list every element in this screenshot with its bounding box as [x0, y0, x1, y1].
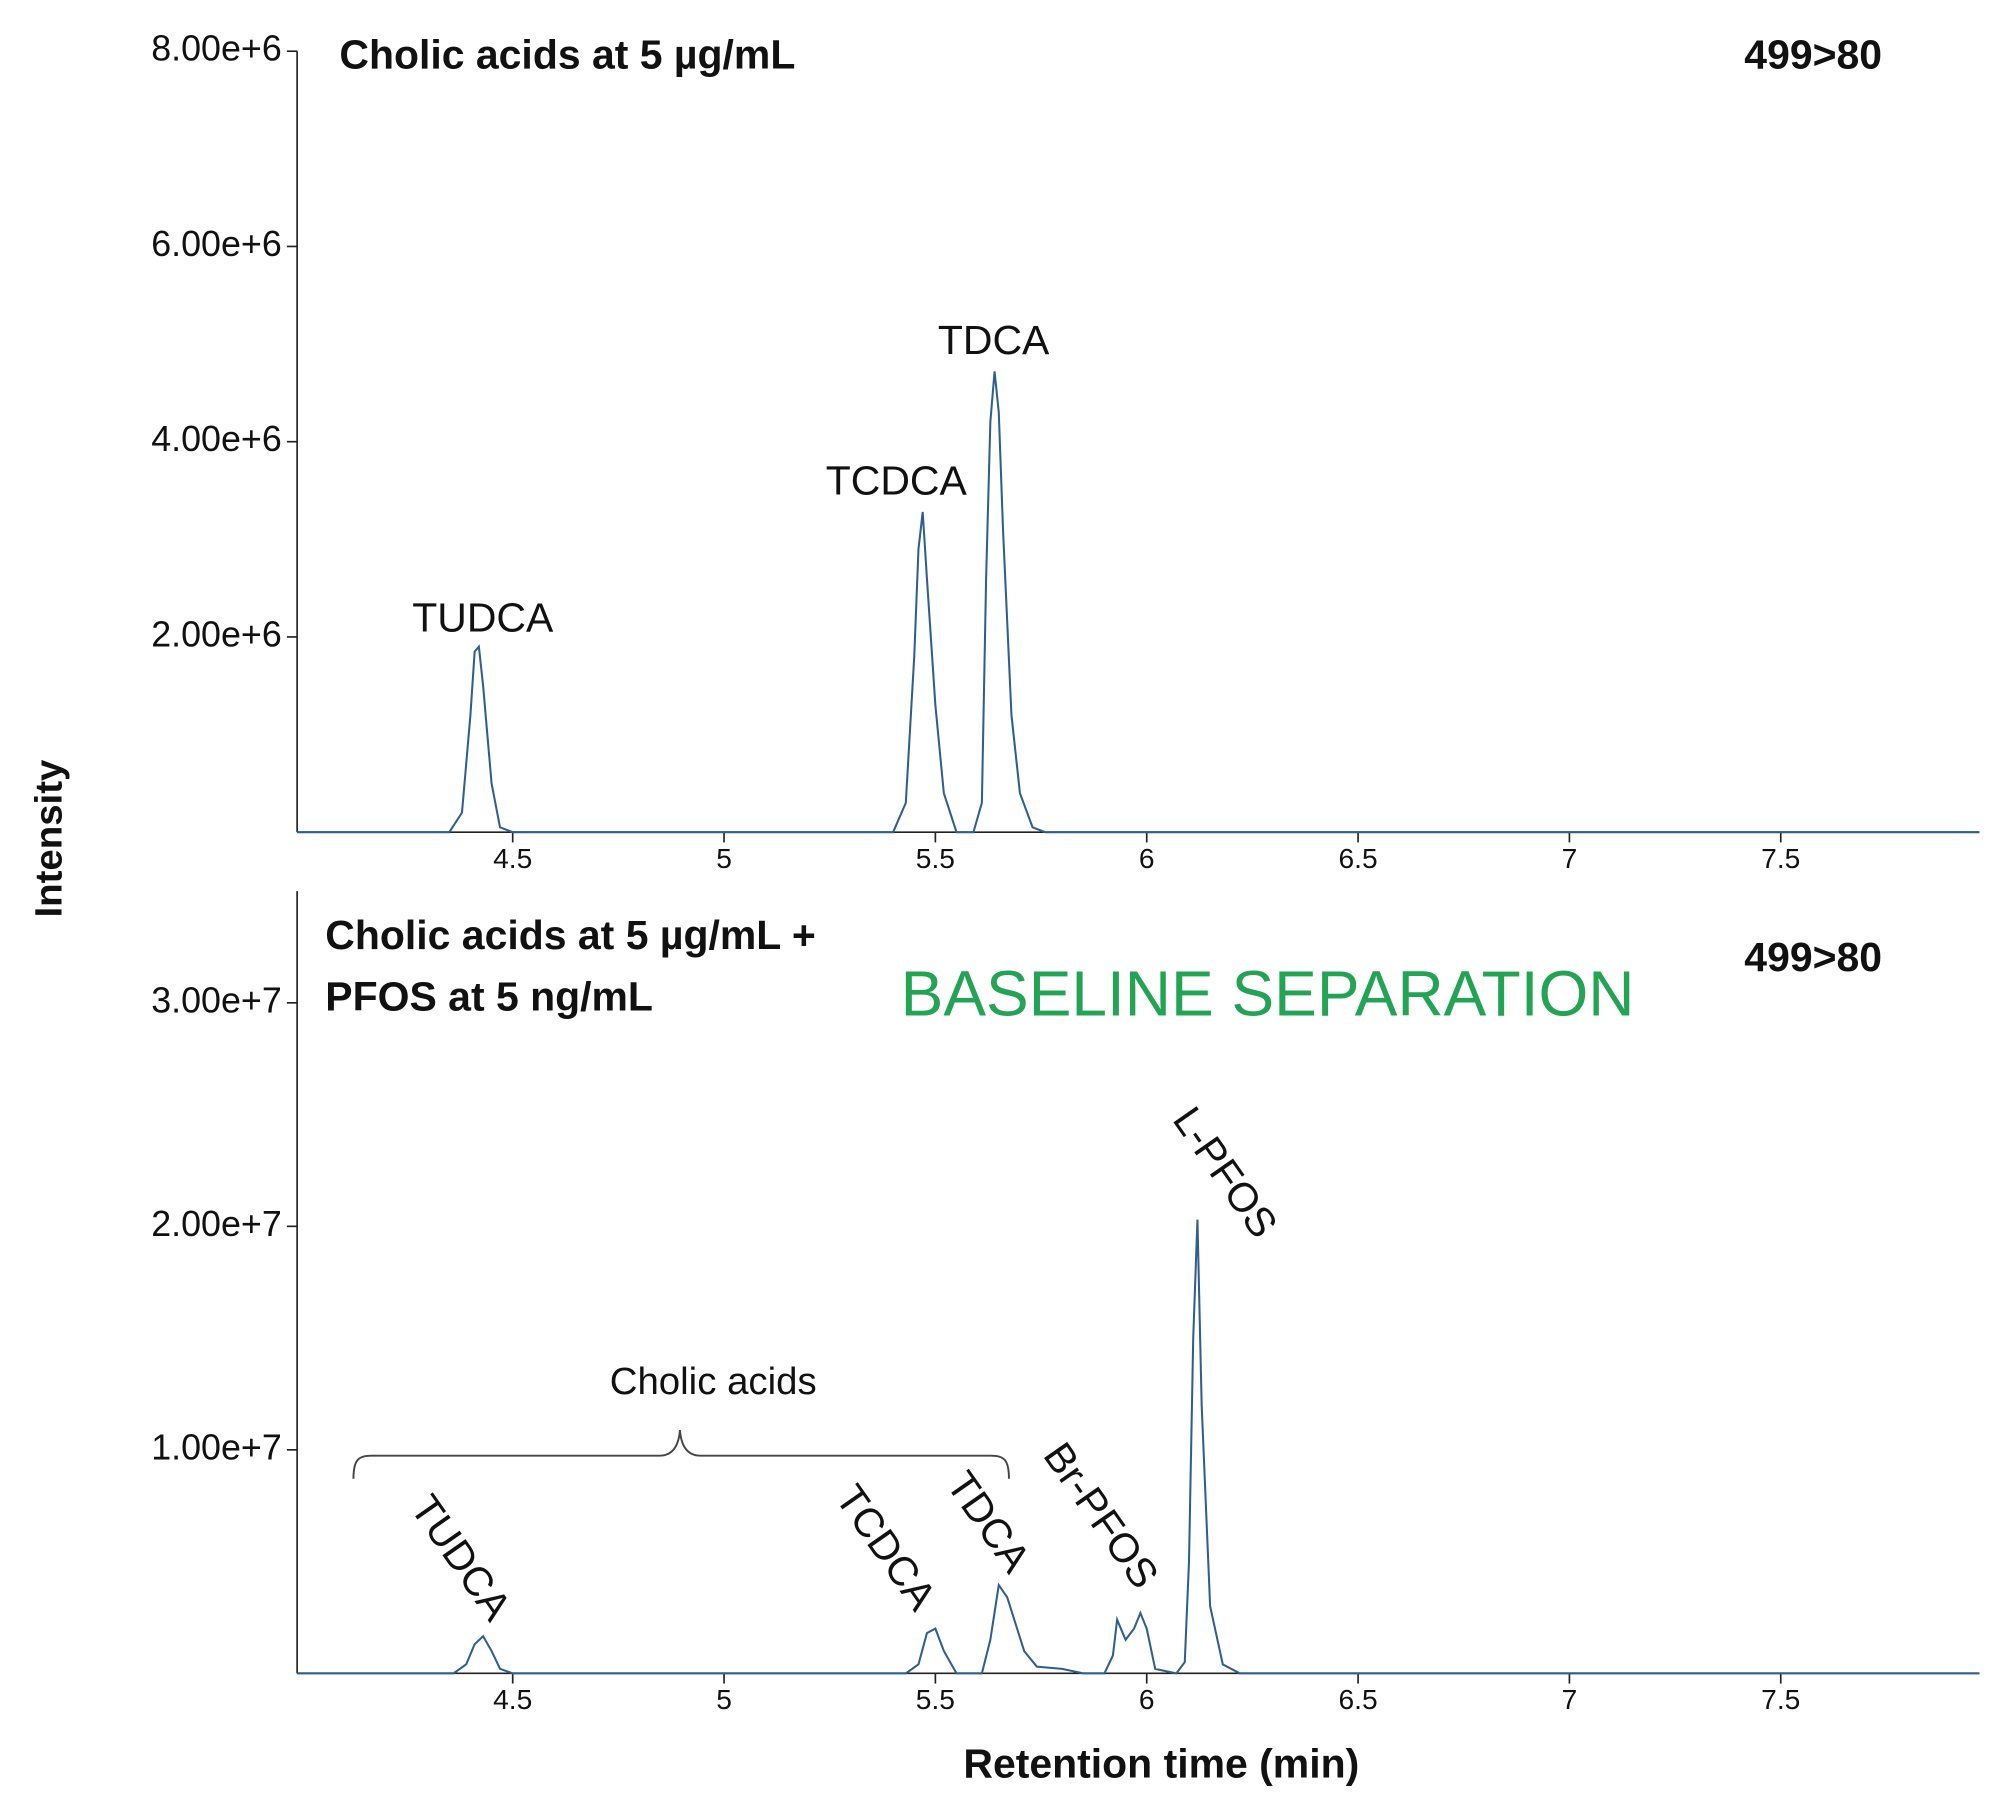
x-tick-label: 6 — [1139, 843, 1155, 874]
chromatogram-line — [297, 1219, 1980, 1675]
group-label: Cholic acids — [610, 1360, 817, 1403]
group-brace — [352, 1430, 1010, 1479]
peak-label: Br-PFOS — [1035, 1434, 1168, 1596]
x-tick-label: 5 — [716, 843, 732, 874]
peak-label: TCDCA — [826, 458, 968, 504]
peak-label: TUDCA — [402, 1487, 521, 1629]
highlight-note: BASELINE SEPARATION — [901, 958, 1635, 1030]
x-tick-label: 5.5 — [916, 1684, 955, 1715]
y-tick-label: 1.00e+7 — [151, 1427, 282, 1467]
panel-title: Cholic acids at 5 µg/mL — [339, 31, 795, 77]
x-tick-label: 4.5 — [493, 843, 532, 874]
x-tick-label: 6.5 — [1338, 843, 1377, 874]
peak-label: TDCA — [938, 1463, 1040, 1581]
peak-label: TCDCA — [827, 1476, 946, 1618]
transition-label: 499>80 — [1744, 31, 1882, 77]
x-tick-label: 7 — [1562, 1684, 1578, 1715]
x-tick-label: 7.5 — [1761, 843, 1800, 874]
y-axis-label: Intensity — [27, 759, 70, 918]
y-tick-label: 2.00e+7 — [151, 1204, 282, 1244]
panel-title: Cholic acids at 5 µg/mL + — [325, 912, 816, 958]
x-tick-label: 5 — [716, 1684, 732, 1715]
x-tick-label: 5.5 — [916, 843, 955, 874]
y-tick-label: 8.00e+6 — [151, 29, 282, 69]
chromatogram-line — [297, 371, 1980, 834]
peak-label: TUDCA — [412, 595, 554, 641]
peak-label: TDCA — [938, 317, 1050, 363]
x-tick-label: 7 — [1562, 843, 1578, 874]
y-tick-label: 6.00e+6 — [151, 224, 282, 264]
x-tick-label: 4.5 — [493, 1684, 532, 1715]
x-tick-label: 7.5 — [1761, 1684, 1800, 1715]
x-axis-label: Retention time (min) — [963, 1741, 1359, 1787]
peak-label: L-PFOS — [1164, 1098, 1287, 1246]
y-tick-label: 3.00e+7 — [151, 980, 282, 1020]
transition-label: 499>80 — [1744, 934, 1882, 980]
y-tick-label: 4.00e+6 — [151, 419, 282, 459]
panel-title: PFOS at 5 ng/mL — [325, 974, 653, 1020]
x-tick-label: 6.5 — [1338, 1684, 1377, 1715]
x-tick-label: 6 — [1139, 1684, 1155, 1715]
y-tick-label: 2.00e+6 — [151, 614, 282, 654]
